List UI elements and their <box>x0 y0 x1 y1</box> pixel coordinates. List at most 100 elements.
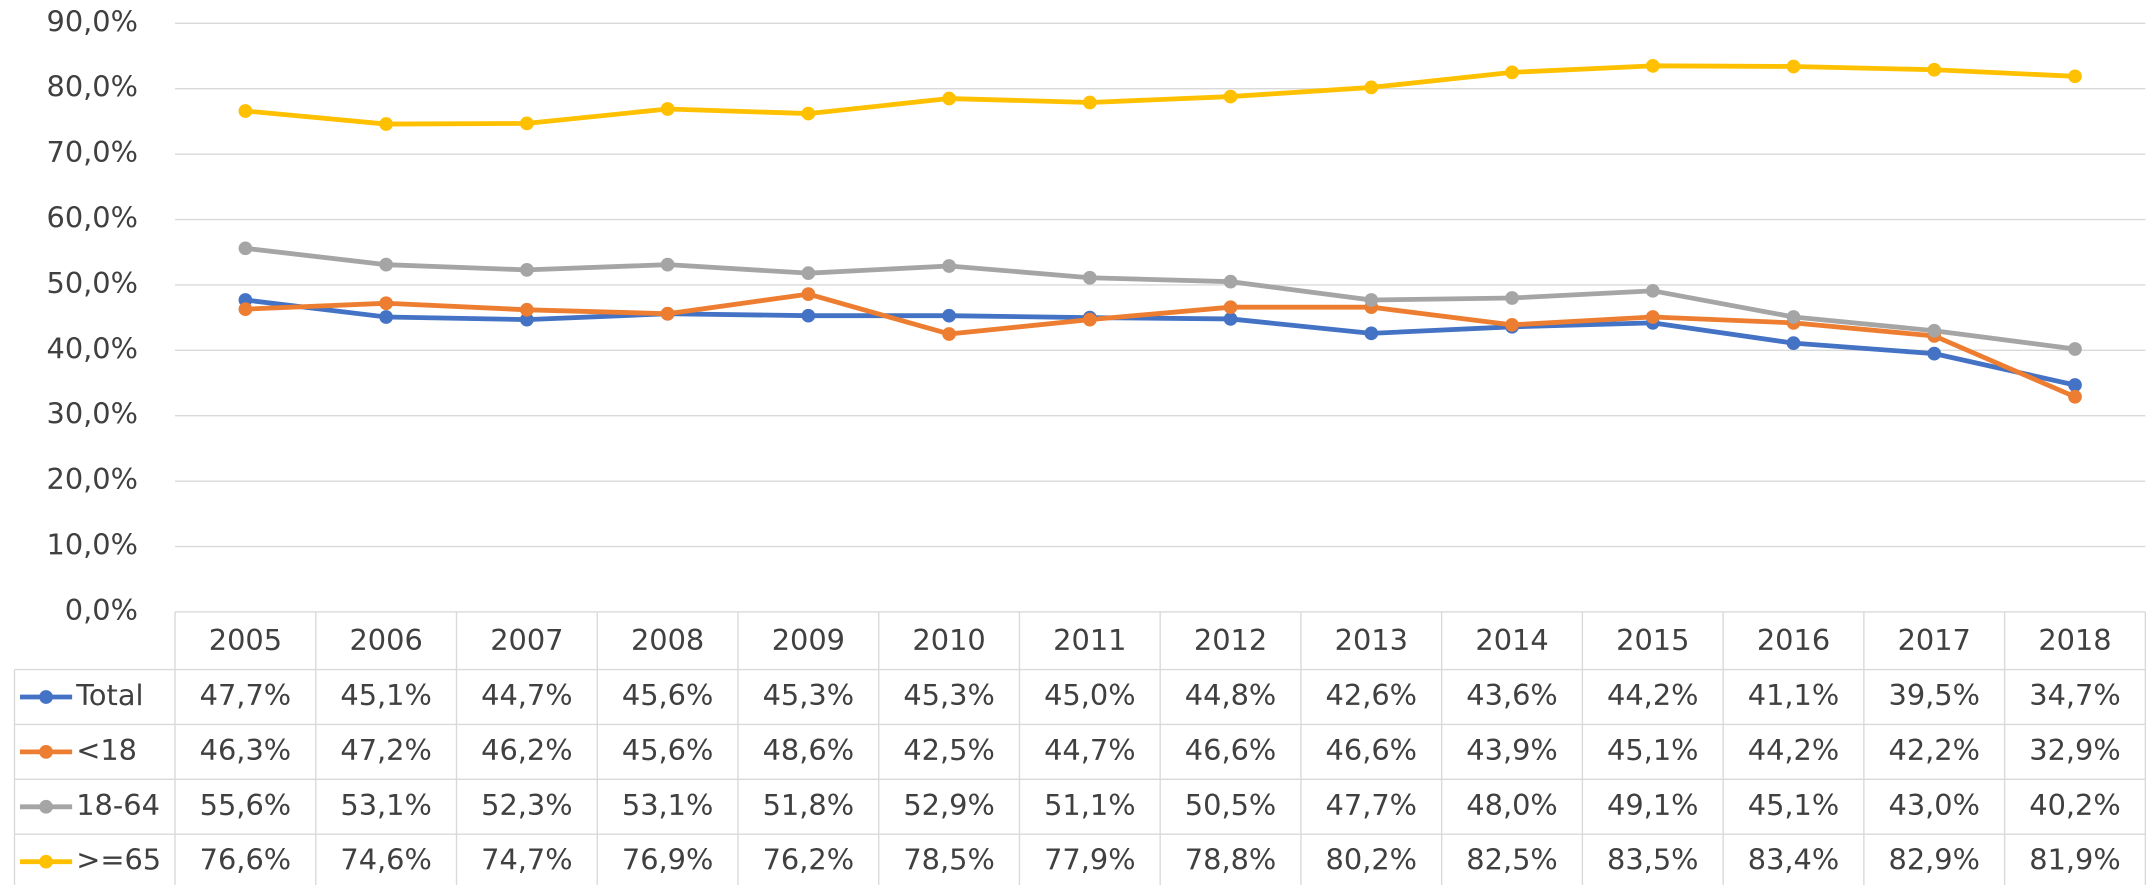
table-cell: 55,6% <box>200 788 291 822</box>
x-tick-label: 2009 <box>772 623 845 657</box>
y-tick-label: 40,0% <box>47 331 138 365</box>
marker <box>2068 69 2082 84</box>
legend-label: >=65 <box>76 843 161 877</box>
marker <box>801 308 816 323</box>
table-cell: 83,4% <box>1748 843 1839 877</box>
marker <box>520 116 534 131</box>
table-cell: 42,2% <box>1889 733 1980 767</box>
table-cell: 74,6% <box>340 843 431 877</box>
marker <box>520 302 534 317</box>
table-cell: 45,1% <box>1607 733 1698 767</box>
marker <box>660 102 675 116</box>
x-tick-label: 2010 <box>912 623 985 657</box>
table-cell: 34,7% <box>2029 678 2120 712</box>
table-cell: 44,2% <box>1607 678 1698 712</box>
marker <box>2068 342 2082 356</box>
marker <box>1082 95 1097 110</box>
y-tick-label: 90,0% <box>47 4 138 38</box>
marker <box>520 263 534 277</box>
series-line <box>245 245 2076 352</box>
table-cell: 48,6% <box>763 733 854 767</box>
table-cell: 45,3% <box>903 678 994 712</box>
table-cell: 76,6% <box>200 843 291 877</box>
table-cell: 39,5% <box>1889 678 1980 712</box>
table-cell: 42,6% <box>1326 678 1417 712</box>
table-cell: 82,9% <box>1889 843 1980 877</box>
marker <box>660 257 675 272</box>
table-cell: 46,3% <box>200 733 291 767</box>
table-cell: 47,2% <box>340 733 431 767</box>
table-cell: 76,2% <box>763 843 854 877</box>
table-cell: 76,9% <box>622 843 713 877</box>
table-cell: 49,1% <box>1607 788 1698 822</box>
table-cell: 46,6% <box>1326 733 1417 767</box>
x-tick-label: 2017 <box>1898 623 1971 657</box>
x-tick-label: 2014 <box>1475 623 1548 657</box>
marker <box>801 266 816 281</box>
marker <box>801 106 816 121</box>
legend-label: 18-64 <box>76 788 160 822</box>
table-cell: 40,2% <box>2029 788 2120 822</box>
marker <box>1223 89 1238 104</box>
marker <box>1223 274 1238 289</box>
x-tick-label: 2013 <box>1335 623 1408 657</box>
x-tick-label: 2006 <box>349 623 422 657</box>
marker <box>942 327 956 341</box>
marker <box>520 312 534 327</box>
x-tick-label: 2008 <box>631 623 704 657</box>
table-cell: 53,1% <box>340 788 431 822</box>
marker <box>379 310 394 324</box>
table-cell: 77,9% <box>1044 843 1135 877</box>
marker <box>238 104 253 118</box>
marker <box>379 117 394 131</box>
table-cell: 74,7% <box>481 843 572 877</box>
table-cell: 52,3% <box>481 788 572 822</box>
marker <box>1364 293 1379 307</box>
marker <box>2068 389 2082 404</box>
marker <box>1645 58 1660 73</box>
table-cell: 43,9% <box>1466 733 1557 767</box>
marker <box>942 259 956 273</box>
table-cell: 45,3% <box>763 678 854 712</box>
table-cell: 44,7% <box>1044 733 1135 767</box>
table-cell: 43,6% <box>1466 678 1557 712</box>
series-line <box>245 63 2076 127</box>
table-cell: 83,5% <box>1607 843 1698 877</box>
marker <box>1364 326 1379 341</box>
table-cell: 47,7% <box>1326 788 1417 822</box>
marker <box>1364 80 1379 95</box>
table-cell: 45,1% <box>340 678 431 712</box>
table-cell: 78,8% <box>1185 843 1276 877</box>
table-cell: 45,6% <box>622 733 713 767</box>
table-cell: 51,8% <box>763 788 854 822</box>
table-cell: 44,7% <box>481 678 572 712</box>
table-cell: 41,1% <box>1748 678 1839 712</box>
marker <box>1786 310 1801 324</box>
table-cell: 53,1% <box>622 788 713 822</box>
x-tick-label: 2011 <box>1053 623 1126 657</box>
marker <box>379 296 394 311</box>
legend-marker <box>39 745 53 759</box>
marker <box>1223 312 1238 326</box>
marker <box>1505 291 1519 305</box>
marker <box>1786 336 1801 351</box>
series-line <box>245 291 2076 399</box>
x-tick-label: 2016 <box>1757 623 1830 657</box>
marker <box>1645 310 1660 324</box>
marker <box>1786 59 1801 74</box>
y-tick-label: 70,0% <box>47 135 138 169</box>
marker <box>379 257 394 272</box>
table-cell: 81,9% <box>2029 843 2120 877</box>
table-cell: 44,2% <box>1748 733 1839 767</box>
marker <box>1082 312 1097 327</box>
table-cell: 45,0% <box>1044 678 1135 712</box>
y-tick-label: 80,0% <box>47 70 138 104</box>
marker <box>2068 378 2082 392</box>
y-tick-label: 60,0% <box>47 201 138 235</box>
table-cell: 44,8% <box>1185 678 1276 712</box>
table-cell: 82,5% <box>1466 843 1557 877</box>
legend-marker <box>39 854 53 869</box>
table-cell: 46,2% <box>481 733 572 767</box>
marker <box>1927 323 1942 338</box>
y-tick-label: 50,0% <box>47 266 138 300</box>
